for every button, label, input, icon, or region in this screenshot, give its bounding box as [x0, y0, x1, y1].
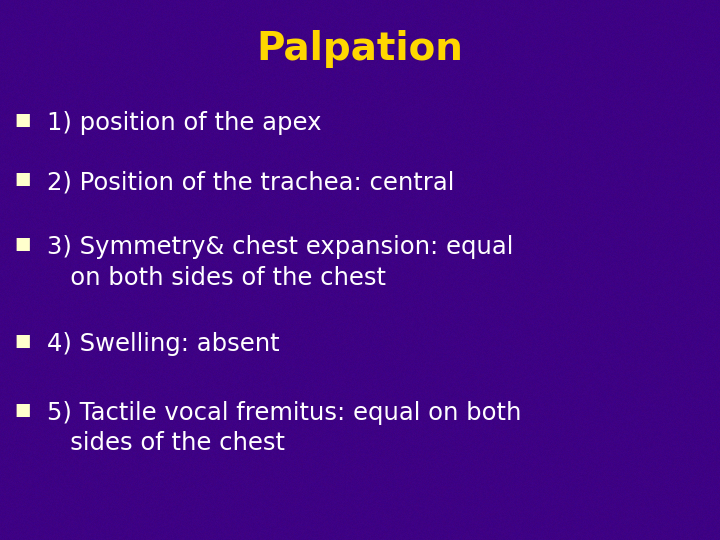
Text: 4) Swelling: absent: 4) Swelling: absent — [47, 332, 279, 356]
Text: ■: ■ — [15, 111, 31, 129]
Text: ■: ■ — [15, 235, 31, 253]
Text: ■: ■ — [15, 401, 31, 418]
Text: 5) Tactile vocal fremitus: equal on both
   sides of the chest: 5) Tactile vocal fremitus: equal on both… — [47, 401, 521, 455]
Text: ■: ■ — [15, 170, 31, 188]
Text: 1) position of the apex: 1) position of the apex — [47, 111, 321, 134]
Text: ■: ■ — [15, 332, 31, 350]
Text: 3) Symmetry& chest expansion: equal
   on both sides of the chest: 3) Symmetry& chest expansion: equal on b… — [47, 235, 513, 289]
Text: Palpation: Palpation — [256, 30, 464, 68]
Text: 2) Position of the trachea: central: 2) Position of the trachea: central — [47, 170, 454, 194]
